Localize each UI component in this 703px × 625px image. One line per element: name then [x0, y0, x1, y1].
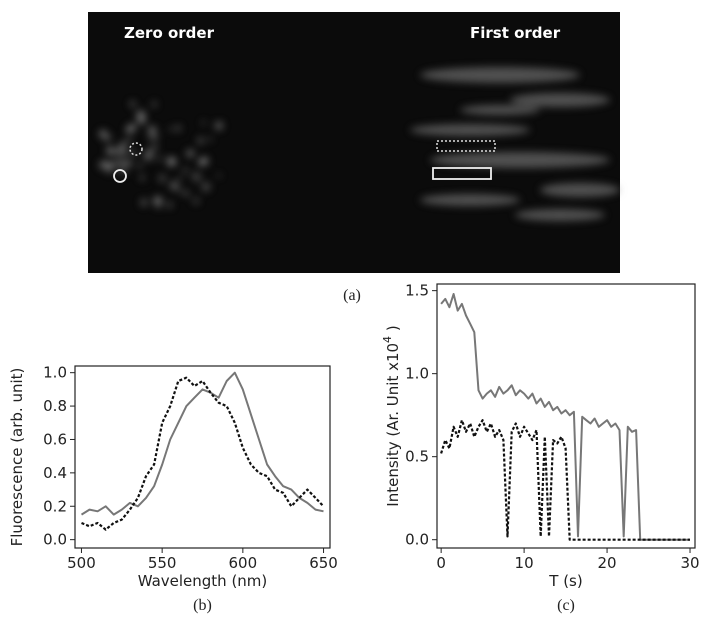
- speckle: [153, 196, 163, 206]
- speckle: [113, 157, 124, 167]
- speckle: [214, 121, 224, 131]
- speckle: [151, 101, 157, 108]
- speckle: [168, 126, 174, 132]
- speckle: [106, 166, 114, 174]
- x-tick-label: 0: [436, 554, 446, 572]
- solid-circle-marker: [113, 169, 127, 183]
- y-tick-label: 1.0: [405, 365, 429, 383]
- stripe: [410, 124, 530, 136]
- dotted-rect-marker: [436, 140, 496, 152]
- speckle: [129, 149, 136, 157]
- y-tick-label: 0.6: [43, 430, 67, 448]
- x-tick-label: 20: [598, 554, 617, 572]
- x-axis-label: T (s): [548, 572, 582, 590]
- speckle: [121, 153, 126, 158]
- speckle: [197, 137, 204, 144]
- speckle: [140, 198, 148, 207]
- stripe: [540, 183, 620, 197]
- y-axis-label: Fluorescence (arb. unit): [8, 368, 26, 547]
- speckle: [157, 156, 162, 161]
- x-tick-label: 600: [229, 554, 258, 572]
- speckle: [165, 201, 173, 209]
- image-features: [98, 67, 620, 221]
- speckle: [183, 190, 189, 197]
- speckle: [125, 127, 131, 133]
- data-line: [81, 376, 325, 531]
- speckle: [124, 159, 132, 167]
- stripe: [515, 209, 605, 221]
- speckle: [216, 173, 222, 178]
- speckle: [139, 175, 145, 181]
- y-tick-label: 0.4: [43, 464, 67, 482]
- dotted-circle-marker: [129, 142, 143, 156]
- speckle: [126, 137, 132, 143]
- speckle: [143, 150, 154, 161]
- speckle: [121, 141, 126, 146]
- speckle: [199, 157, 206, 165]
- x-axis-label: Wavelength (nm): [138, 572, 268, 590]
- speckle: [156, 204, 161, 209]
- speckle: [117, 144, 127, 155]
- speckle: [106, 146, 115, 156]
- y-tick-label: 0.2: [43, 497, 67, 515]
- y-tick-label: 0.8: [43, 397, 67, 415]
- speckle: [152, 143, 159, 150]
- x-tick-label: 30: [680, 554, 699, 572]
- stripe: [460, 105, 540, 115]
- micrograph: Zero order First order: [88, 12, 620, 273]
- speckle: [129, 101, 136, 107]
- x-tick-label: 550: [148, 554, 177, 572]
- stripe: [510, 93, 610, 107]
- speckle: [148, 134, 155, 142]
- speckle: [191, 171, 202, 182]
- speckle: [186, 149, 195, 158]
- caption: (c): [557, 597, 575, 614]
- data-line: [80, 371, 324, 516]
- y-axis-label-suffix: ): [384, 325, 402, 336]
- y-tick-label: 0.0: [405, 531, 429, 549]
- speckle: [201, 182, 211, 192]
- caption: (a): [343, 287, 361, 304]
- speckle: [108, 162, 115, 169]
- x-tick-label: 650: [309, 554, 338, 572]
- speckle: [147, 126, 156, 135]
- y-tick-label: 0.5: [405, 448, 429, 466]
- image-background: [88, 12, 620, 273]
- speckle: [169, 181, 178, 190]
- data-line: [440, 419, 690, 541]
- x-tick-label: 10: [515, 554, 534, 572]
- stripe: [420, 194, 520, 206]
- speckle: [168, 157, 174, 163]
- plot-frame: [74, 365, 331, 549]
- first-order-label: First order: [470, 24, 561, 42]
- stripe: [430, 152, 610, 168]
- speckle: [137, 115, 146, 125]
- zero-order-label: Zero order: [124, 24, 215, 42]
- y-tick-label: 1.5: [405, 282, 429, 300]
- speckle: [136, 162, 143, 169]
- speckle: [176, 187, 183, 194]
- speckle: [207, 137, 213, 142]
- speckle: [201, 120, 206, 125]
- speckle: [98, 160, 108, 170]
- caption: (b): [193, 597, 212, 614]
- speckle: [98, 129, 107, 138]
- stripe: [420, 67, 580, 83]
- speckle: [158, 174, 167, 183]
- data-line: [440, 293, 690, 541]
- y-axis-label-text: Intensity (Ar. Unit x10: [384, 343, 402, 507]
- speckle: [176, 177, 182, 182]
- y-tick-label: 0.0: [43, 531, 67, 549]
- speckle: [181, 167, 189, 175]
- speckle: [192, 197, 200, 205]
- x-tick-label: 500: [67, 554, 96, 572]
- y-tick-label: 1.0: [43, 364, 67, 382]
- speckle: [175, 125, 182, 132]
- plot-frame: [436, 283, 696, 549]
- y-axis-label-superscript: 4: [381, 336, 394, 343]
- y-axis-label: Intensity (Ar. Unit x104 ): [381, 325, 402, 506]
- solid-rect-marker: [432, 167, 492, 180]
